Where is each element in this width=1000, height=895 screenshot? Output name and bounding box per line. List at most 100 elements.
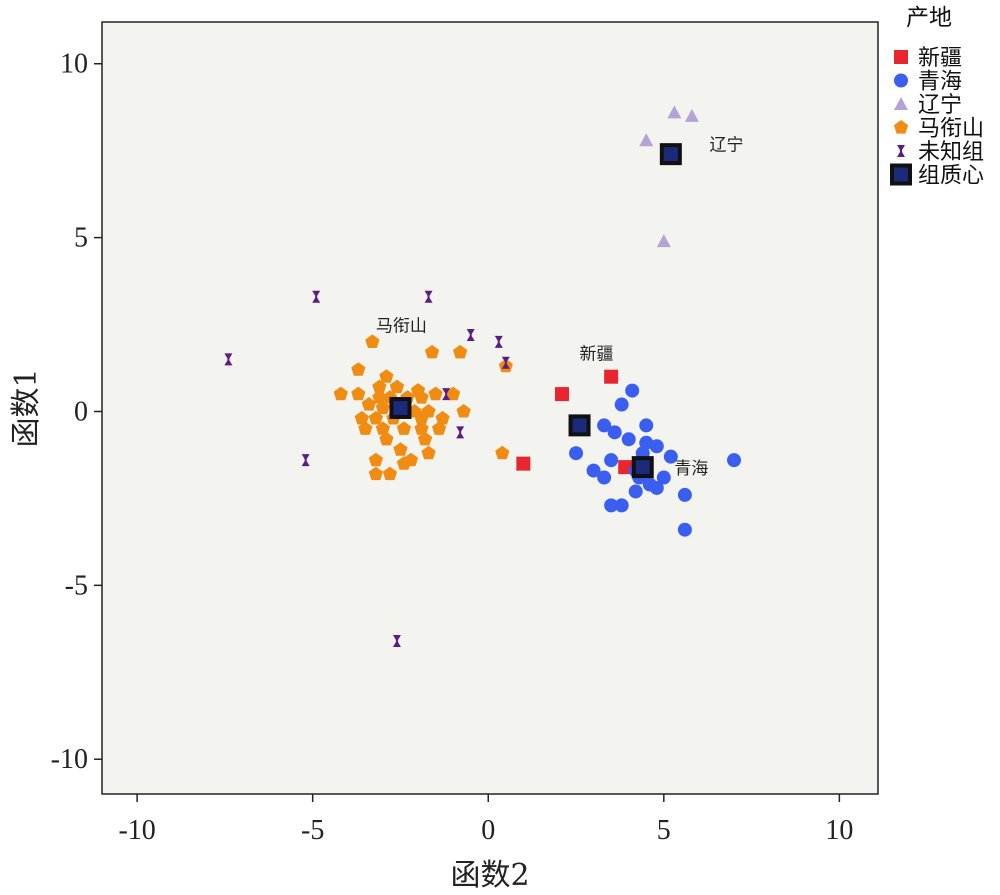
point-circle: [625, 383, 640, 398]
point-pentagon: [372, 390, 387, 404]
point-pentagon: [414, 390, 429, 404]
x-tick-label: -10: [118, 815, 155, 846]
point-hourglass: [312, 290, 321, 303]
point-square: [554, 387, 569, 402]
y-axis-title: 函数1: [9, 368, 44, 447]
point-pentagon: [414, 421, 429, 435]
point-pentagon: [396, 456, 412, 470]
y-tick-label: 10: [60, 49, 88, 80]
legend-label: 青海: [918, 70, 962, 95]
point-centroid-inner: [393, 401, 408, 415]
point-pentagon: [396, 421, 412, 435]
point-circle: [604, 453, 619, 468]
legend-label: 组质心: [918, 164, 984, 189]
point-circle: [607, 425, 622, 440]
y-tick-label: -5: [65, 570, 88, 601]
x-axis: -10 -5 0 5 10: [118, 794, 853, 846]
point-pentagon: [428, 386, 443, 401]
legend-title: 产地: [906, 5, 952, 31]
data-points: [224, 105, 742, 647]
legend-marker-centroid-inner: [894, 167, 908, 182]
point-pentagon: [421, 445, 436, 460]
point-pentagon: [382, 466, 398, 481]
legend-label: 未知组: [918, 140, 984, 165]
x-tick-label: 0: [481, 815, 495, 846]
point-triangle: [639, 133, 654, 147]
point-hourglass: [392, 634, 401, 647]
point-hourglass: [494, 335, 503, 348]
point-hourglass: [466, 328, 475, 341]
legend-label: 新疆: [918, 46, 962, 71]
plot-area: [101, 21, 879, 795]
point-pentagon: [361, 397, 376, 411]
legend-marker-pentagon: [893, 120, 909, 134]
point-pentagon: [372, 379, 387, 394]
point-square: [516, 456, 531, 471]
point-pentagon: [417, 431, 433, 446]
legend-marker-circle: [894, 73, 908, 88]
group-label: 青海: [674, 459, 708, 479]
point-circle: [677, 487, 692, 502]
y-tick-label: 5: [74, 223, 88, 254]
point-pentagon: [453, 344, 468, 359]
point-triangle: [684, 108, 699, 122]
point-pentagon: [358, 421, 373, 435]
point-pentagon: [368, 466, 383, 481]
point-centroid-inner: [635, 460, 650, 475]
point-pentagon: [333, 386, 348, 401]
point-circle: [663, 449, 678, 464]
point-circle: [649, 439, 664, 454]
point-pentagon: [446, 386, 461, 401]
legend-marker-hourglass: [897, 145, 905, 157]
point-pentagon: [351, 362, 366, 376]
point-pentagon: [351, 386, 366, 401]
point-circle: [597, 470, 612, 485]
point-pentagon: [432, 421, 447, 435]
point-pentagon: [375, 400, 390, 415]
y-tick-label: 0: [74, 396, 88, 427]
point-triangle: [667, 105, 682, 119]
point-pentagon: [375, 421, 390, 435]
point-hourglass: [456, 426, 465, 439]
point-centroid-inner: [572, 418, 587, 433]
point-pentagon: [456, 404, 471, 418]
point-triangle: [656, 234, 671, 248]
point-hourglass: [424, 290, 433, 303]
y-tick-label: -10: [51, 744, 88, 775]
point-square: [618, 460, 633, 475]
x-tick-label: 5: [657, 815, 671, 846]
x-tick-label: -5: [301, 815, 324, 846]
point-circle: [621, 432, 636, 447]
point-circle: [614, 498, 629, 513]
point-pentagon: [354, 410, 369, 425]
y-axis: -10 -5 0 5 10: [51, 49, 102, 775]
legend-label: 辽宁: [918, 93, 962, 118]
group-label: 马衔山: [376, 316, 427, 336]
point-pentagon: [368, 452, 383, 467]
point-circle: [604, 498, 619, 513]
point-pentagon: [368, 410, 383, 425]
point-pentagon: [393, 442, 408, 456]
x-axis-title: 函数2: [450, 858, 529, 893]
point-circle: [628, 484, 643, 499]
legend-label: 马衔山: [918, 117, 984, 142]
group-label: 新疆: [580, 344, 614, 364]
point-circle: [597, 418, 612, 433]
point-pentagon: [495, 445, 510, 460]
point-hourglass: [442, 388, 451, 401]
point-pentagon: [379, 431, 394, 446]
point-pentagon: [379, 369, 394, 383]
legend-marker-triangle: [894, 97, 908, 110]
point-centroid-inner: [663, 147, 678, 162]
point-circle: [649, 480, 664, 495]
point-pentagon: [365, 334, 380, 348]
point-hourglass: [224, 353, 233, 366]
point-pentagon: [389, 379, 405, 394]
point-circle: [569, 446, 584, 461]
point-circle: [586, 463, 601, 478]
point-square: [604, 369, 619, 384]
point-hourglass: [301, 454, 310, 467]
